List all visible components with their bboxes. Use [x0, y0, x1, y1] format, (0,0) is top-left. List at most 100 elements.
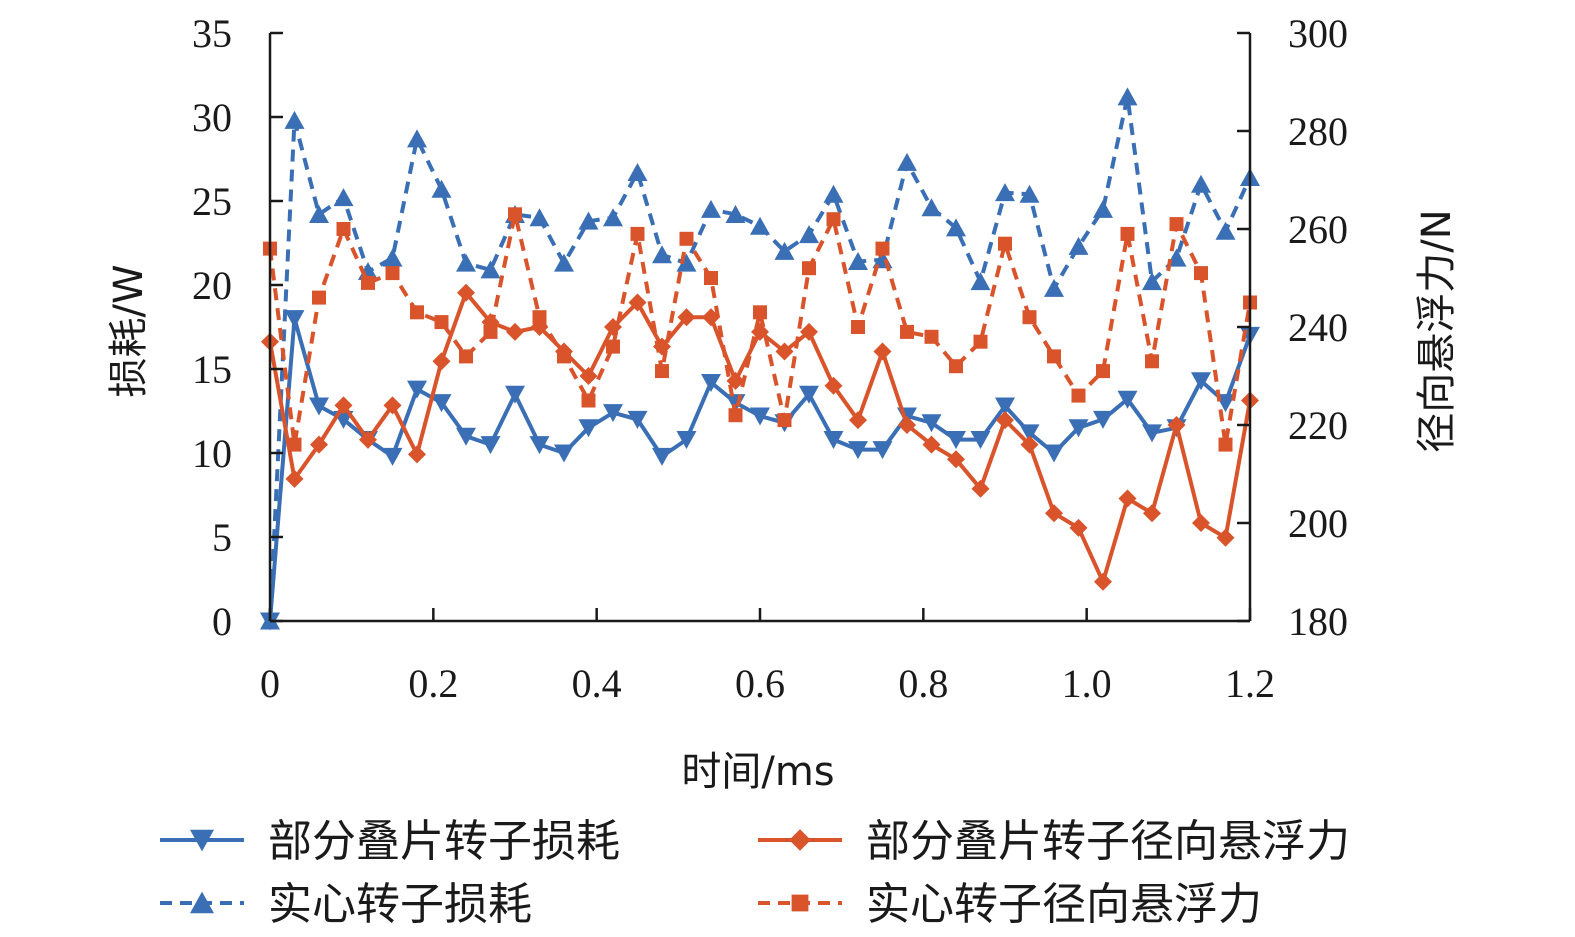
data-point-s0-29	[970, 431, 991, 450]
data-point-s0-34	[1093, 410, 1113, 429]
data-point-s1-17	[676, 253, 697, 272]
data-point-s3-24	[851, 320, 865, 334]
data-point-s2-15	[628, 293, 647, 312]
y-right-tick-label-0: 180	[1288, 599, 1348, 644]
series-1	[260, 87, 1260, 630]
x-tick-label-6: 1.2	[1225, 661, 1275, 706]
x-tick-label-3: 0.6	[735, 661, 785, 706]
x-tick-label-2: 0.4	[572, 661, 622, 706]
data-point-s1-8	[456, 253, 476, 272]
y-left-tick-label-7: 35	[192, 11, 232, 56]
data-point-s2-38	[1192, 514, 1210, 532]
data-point-s3-3	[336, 222, 351, 236]
data-point-s3-9	[483, 324, 498, 339]
data-point-s1-18	[701, 199, 721, 218]
x-tick-label-0: 0	[260, 661, 280, 706]
data-point-s3-7	[434, 315, 449, 330]
data-point-s0-30	[995, 397, 1015, 416]
data-point-s1-28	[946, 218, 966, 237]
data-point-s0-27	[921, 414, 942, 433]
data-point-s1-32	[1044, 278, 1064, 297]
legend-label-1: 实心转子损耗	[268, 879, 532, 930]
y-left-tick-label-4: 20	[192, 263, 232, 308]
y-right-tick-label-5: 280	[1288, 109, 1348, 154]
y-left-tick-label-1: 5	[212, 515, 232, 560]
legend-marker-3	[791, 894, 809, 912]
data-point-s3-32	[1047, 349, 1061, 364]
data-point-s3-35	[1120, 226, 1135, 241]
data-point-s0-12	[554, 444, 574, 463]
data-point-s2-35	[1118, 489, 1137, 508]
data-point-s3-27	[924, 329, 939, 344]
data-point-s3-22	[802, 261, 816, 276]
x-tick-label-5: 1.0	[1062, 661, 1112, 706]
data-point-s1-5	[382, 248, 403, 267]
data-point-s0-10	[505, 385, 525, 404]
data-point-s2-23	[824, 376, 843, 395]
data-point-s0-38	[1191, 372, 1211, 391]
series-3	[263, 207, 1257, 452]
y-left-tick-label-2: 10	[192, 431, 232, 476]
data-point-s3-8	[459, 349, 473, 364]
data-point-s2-7	[432, 352, 451, 371]
data-point-s0-28	[946, 431, 966, 450]
data-point-s0-25	[872, 441, 893, 460]
data-point-s3-15	[630, 226, 645, 241]
data-point-s3-37	[1169, 217, 1184, 232]
data-point-s3-1	[287, 437, 302, 452]
data-point-s1-33	[1068, 236, 1089, 255]
plot-series-layer	[260, 87, 1260, 631]
data-point-s2-10	[506, 322, 524, 341]
data-point-s1-27	[921, 198, 942, 217]
data-point-s0-20	[750, 407, 770, 426]
data-point-s1-38	[1191, 174, 1211, 193]
data-point-s3-26	[900, 324, 914, 339]
data-point-s1-36	[1142, 272, 1162, 291]
data-point-s0-31	[1019, 424, 1040, 443]
data-point-s2-4	[359, 430, 377, 449]
data-point-s3-5	[385, 266, 400, 281]
data-point-s2-5	[383, 396, 402, 415]
data-point-s1-3	[333, 188, 354, 207]
data-point-s1-24	[848, 251, 868, 270]
y-right-tick-label-3: 240	[1288, 305, 1348, 350]
y-left-tick-label-3: 15	[192, 347, 232, 392]
data-point-s3-17	[679, 231, 694, 246]
data-point-s3-19	[728, 408, 743, 423]
data-point-s2-21	[775, 342, 794, 361]
data-point-s0-15	[627, 410, 648, 429]
data-point-s1-15	[627, 162, 648, 181]
legend-label-2: 部分叠片转子径向悬浮力	[866, 816, 1350, 867]
data-point-s1-20	[750, 216, 770, 235]
data-point-s3-31	[1022, 310, 1037, 325]
x-tick-label-1: 0.2	[408, 661, 458, 706]
y-left-tick-label-5: 25	[192, 179, 232, 224]
data-point-s2-28	[947, 450, 965, 469]
data-point-s0-35	[1117, 390, 1138, 409]
data-point-s2-3	[334, 396, 353, 415]
data-point-s1-35	[1117, 87, 1138, 106]
legend-item-2: 部分叠片转子径向悬浮力	[758, 816, 1350, 867]
data-point-s2-26	[898, 416, 916, 434]
data-point-s0-32	[1044, 444, 1064, 463]
data-point-s3-34	[1096, 364, 1110, 379]
data-point-s2-31	[1020, 435, 1039, 454]
legend-item-1: 实心转子损耗	[160, 879, 532, 930]
data-point-s2-24	[849, 411, 867, 430]
data-point-s3-10	[508, 207, 522, 222]
data-point-s2-39	[1216, 528, 1235, 547]
data-point-s3-39	[1218, 437, 1233, 452]
data-point-s2-17	[677, 308, 696, 327]
y-left-tick-label-0: 0	[212, 599, 232, 644]
data-point-s3-29	[973, 334, 988, 349]
data-point-s3-12	[557, 349, 571, 364]
legend-item-3: 实心转子径向悬浮力	[758, 879, 1262, 930]
data-point-s3-21	[777, 413, 792, 428]
data-point-s0-1	[284, 310, 305, 329]
data-point-s3-14	[606, 339, 620, 354]
legend-marker-2	[789, 829, 811, 851]
axes-layer: 0 5 10 15 20 25 30 35 180 200 220 240 260 280 300 0 0.2 0…	[192, 11, 1348, 706]
data-point-s2-13	[579, 367, 598, 385]
data-point-s1-14	[603, 208, 623, 227]
